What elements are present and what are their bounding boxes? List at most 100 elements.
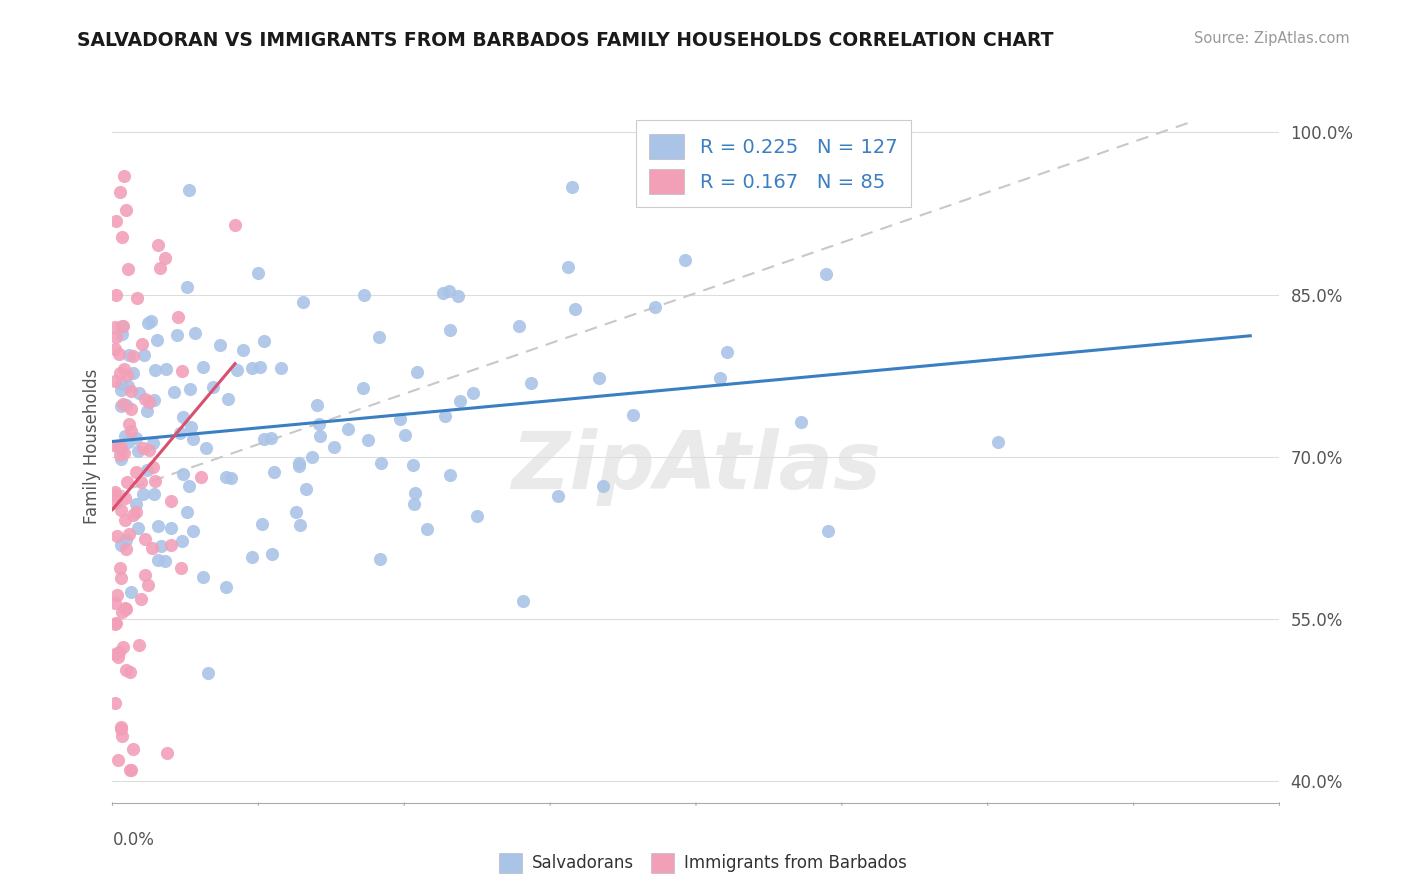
- Point: [118, 527, 141, 541]
- Point: [122, 741, 145, 756]
- Point: [104, 320, 127, 334]
- Point: [406, 365, 429, 379]
- Point: [253, 433, 276, 447]
- Point: [449, 393, 471, 408]
- Point: [508, 318, 530, 333]
- Point: [143, 474, 166, 488]
- Point: [104, 213, 127, 227]
- Point: [146, 237, 169, 252]
- Point: [104, 615, 127, 630]
- Point: [104, 496, 127, 510]
- Point: [183, 326, 205, 341]
- Point: [817, 524, 839, 538]
- Point: [122, 366, 145, 380]
- Point: [232, 343, 254, 357]
- Point: [709, 371, 731, 385]
- Point: [134, 392, 156, 406]
- Point: [225, 363, 247, 377]
- Point: [136, 578, 159, 592]
- Point: [446, 289, 468, 303]
- Point: [160, 521, 183, 535]
- Point: [217, 392, 239, 406]
- Point: [118, 417, 141, 431]
- Point: [262, 547, 284, 561]
- Point: [370, 456, 392, 470]
- Point: [111, 318, 134, 333]
- Point: [621, 408, 644, 422]
- Point: [104, 374, 127, 388]
- Point: [169, 426, 191, 441]
- Point: [105, 439, 128, 453]
- Point: [108, 645, 131, 659]
- Point: [146, 553, 169, 567]
- Point: [114, 513, 136, 527]
- Point: [118, 665, 141, 679]
- Point: [118, 764, 141, 778]
- Point: [167, 310, 190, 325]
- Point: [125, 466, 148, 480]
- Point: [108, 561, 131, 575]
- Point: [128, 386, 150, 401]
- Point: [402, 497, 425, 511]
- Point: [127, 521, 149, 535]
- Point: [465, 508, 488, 523]
- Point: [142, 436, 165, 450]
- Point: [131, 337, 153, 351]
- Point: [588, 371, 610, 385]
- Point: [149, 260, 172, 275]
- Point: [129, 592, 152, 607]
- Y-axis label: Family Households: Family Households: [83, 368, 101, 524]
- Point: [177, 183, 200, 197]
- Point: [716, 344, 738, 359]
- Point: [308, 417, 330, 432]
- Point: [115, 368, 138, 383]
- Point: [176, 505, 198, 519]
- Point: [131, 475, 153, 489]
- Point: [240, 360, 263, 375]
- Point: [120, 384, 142, 398]
- Point: [115, 398, 138, 412]
- Point: [111, 605, 134, 619]
- Point: [111, 326, 134, 341]
- Text: SALVADORAN VS IMMIGRANTS FROM BARBADOS FAMILY HOUSEHOLDS CORRELATION CHART: SALVADORAN VS IMMIGRANTS FROM BARBADOS F…: [77, 31, 1054, 50]
- Point: [307, 398, 329, 412]
- Point: [125, 505, 148, 519]
- Point: [104, 616, 127, 631]
- Point: [115, 475, 138, 489]
- Point: [415, 522, 437, 536]
- Point: [125, 432, 148, 446]
- Point: [110, 571, 132, 585]
- Point: [404, 486, 426, 500]
- Point: [114, 491, 136, 506]
- Legend: Salvadorans, Immigrants from Barbados: Salvadorans, Immigrants from Barbados: [492, 847, 914, 880]
- Point: [557, 260, 579, 274]
- Point: [138, 316, 160, 330]
- Point: [122, 349, 145, 363]
- Point: [105, 529, 128, 543]
- Point: [215, 469, 238, 483]
- Point: [512, 593, 534, 607]
- Point: [433, 409, 456, 423]
- Text: 0.0%: 0.0%: [112, 831, 155, 849]
- Point: [108, 448, 131, 462]
- Point: [112, 446, 135, 460]
- Point: [368, 552, 391, 566]
- Point: [110, 376, 132, 391]
- Point: [191, 359, 214, 374]
- Point: [437, 285, 460, 299]
- Point: [181, 524, 204, 538]
- Point: [176, 280, 198, 294]
- Point: [138, 442, 160, 457]
- Point: [110, 441, 132, 455]
- Point: [439, 323, 461, 337]
- Point: [160, 493, 183, 508]
- Point: [143, 363, 166, 377]
- Point: [141, 541, 163, 555]
- Point: [292, 294, 315, 309]
- Point: [132, 487, 155, 501]
- Point: [132, 441, 155, 455]
- Point: [104, 342, 127, 356]
- Point: [104, 330, 127, 344]
- Point: [122, 508, 145, 522]
- Point: [143, 393, 166, 408]
